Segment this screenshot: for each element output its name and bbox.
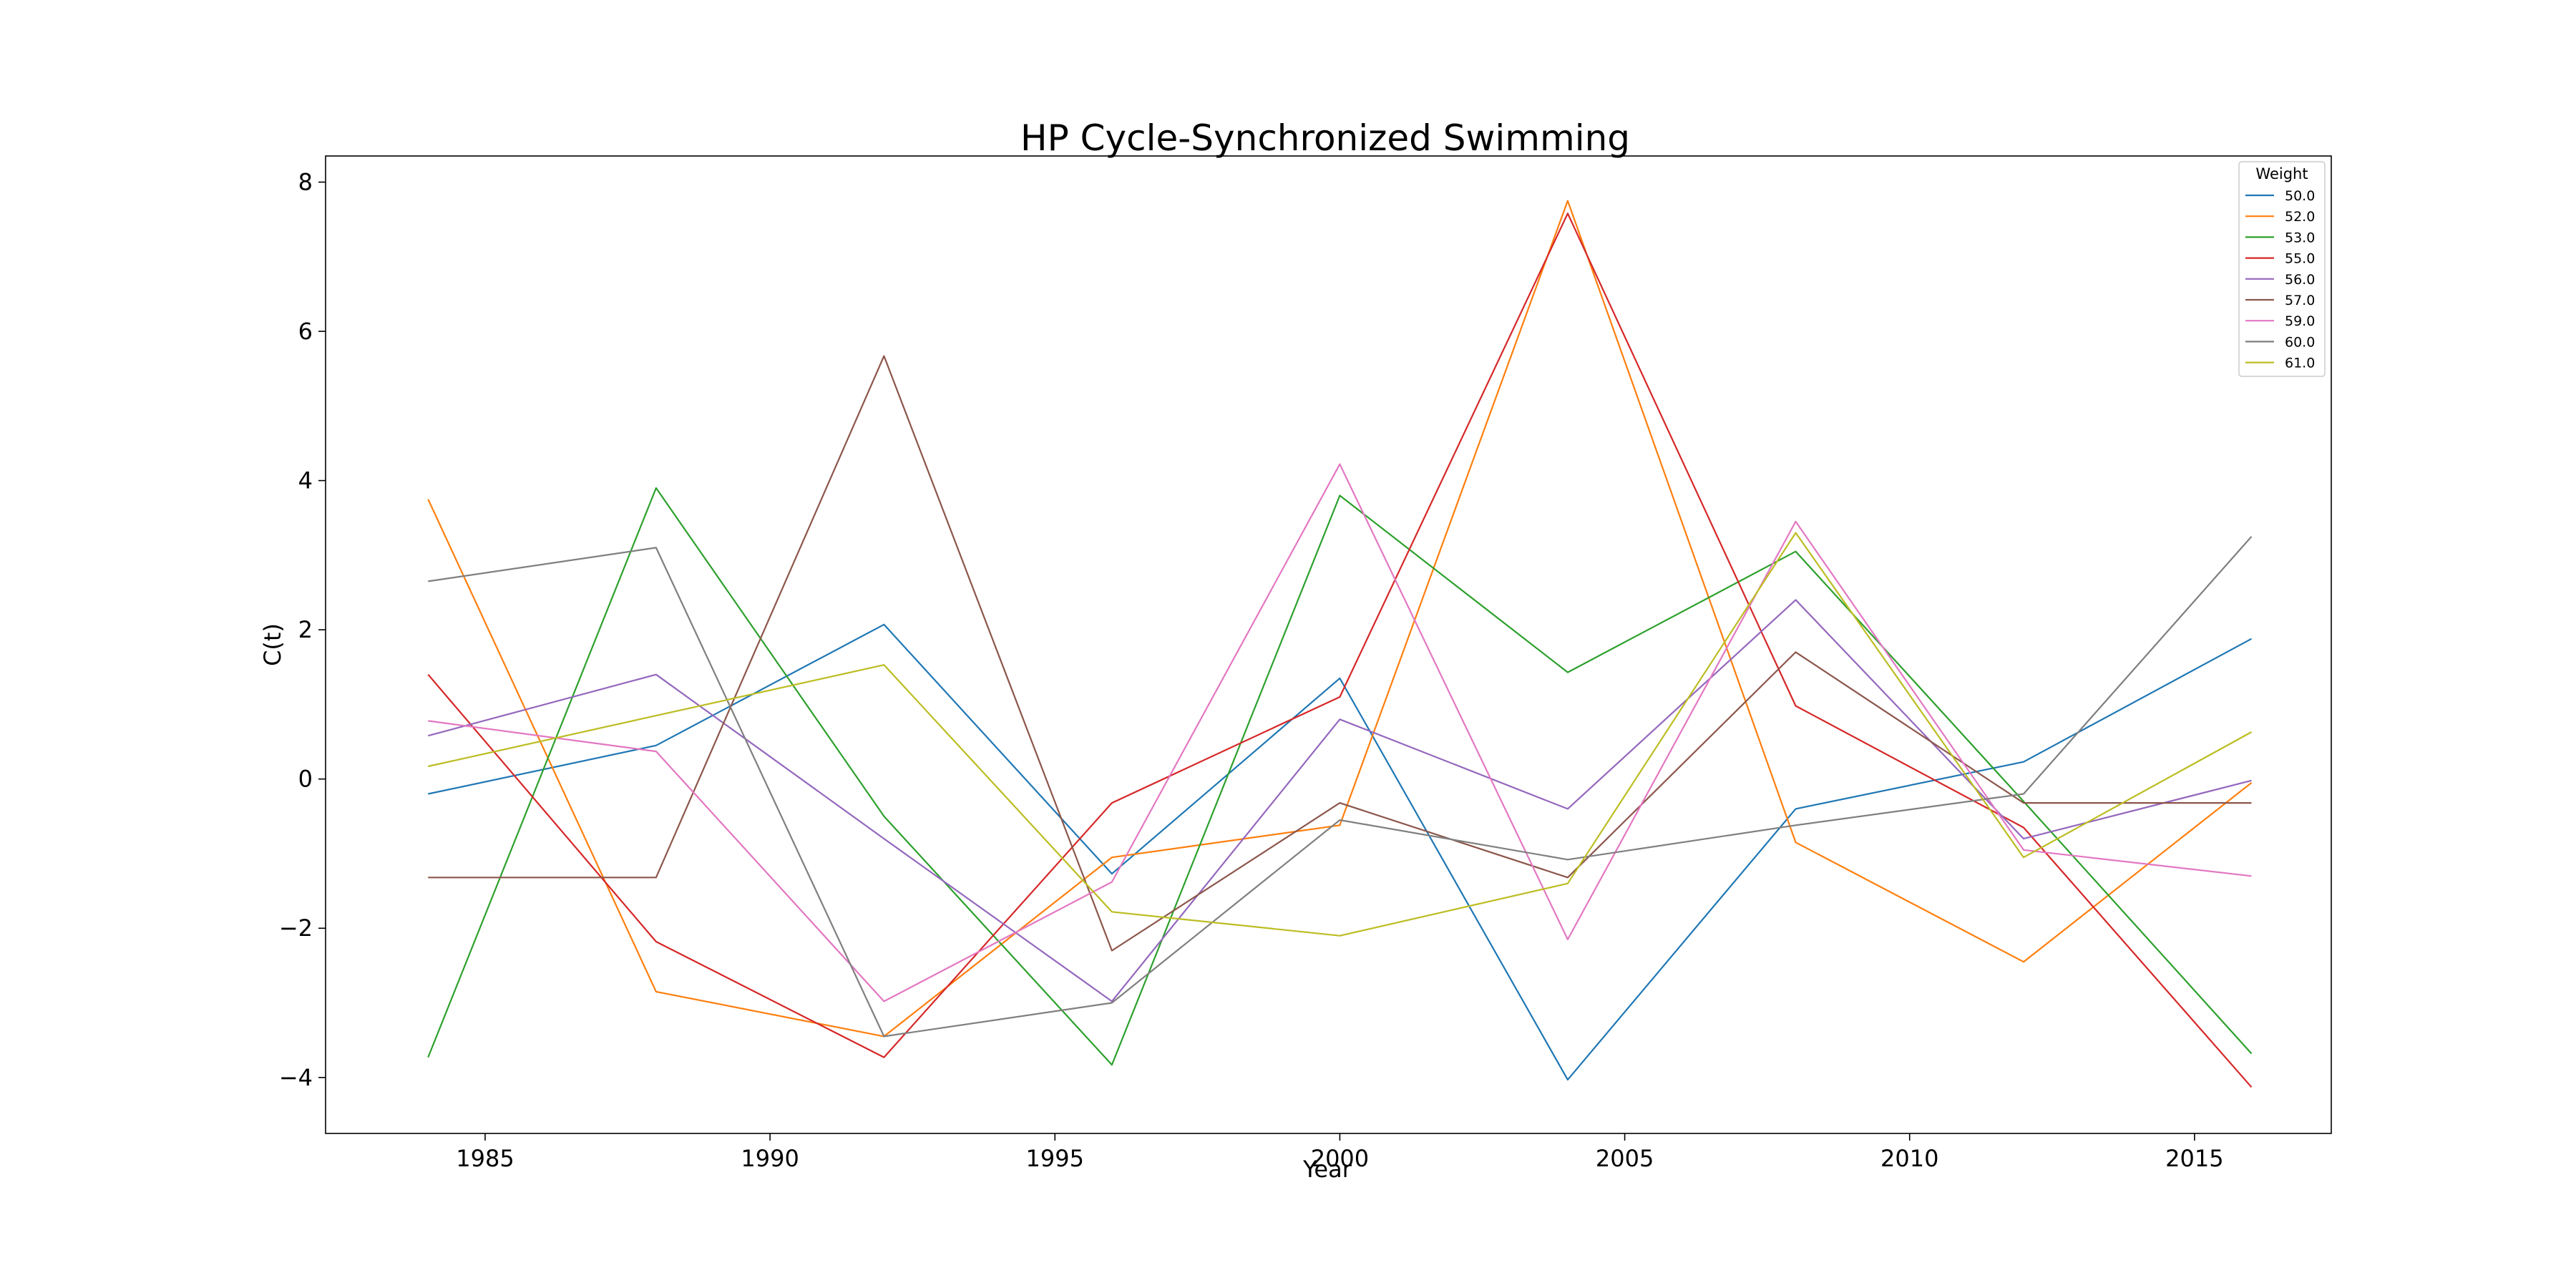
- chart-title: HP Cycle-Synchronized Swimming: [1020, 117, 1630, 159]
- y-tick-label: −2: [279, 914, 313, 942]
- legend-label: 55.0: [2285, 251, 2315, 267]
- y-tick-label: 6: [298, 318, 313, 345]
- series-line-61-0: [428, 532, 2253, 937]
- x-tick-label: 2005: [1596, 1145, 1654, 1172]
- y-tick-label: 4: [298, 467, 313, 494]
- x-tick-label: 1990: [741, 1145, 799, 1172]
- plot-frame: [325, 155, 2332, 1134]
- series-line-56-0: [428, 599, 2252, 1002]
- legend-label: 53.0: [2285, 230, 2315, 245]
- plot-area: [427, 200, 2253, 1088]
- legend-label: 60.0: [2285, 334, 2315, 350]
- y-tick-label: −4: [279, 1064, 313, 1091]
- legend-label: 52.0: [2285, 209, 2315, 225]
- legend-title: Weight: [2255, 165, 2308, 182]
- x-tick-label: 2010: [1880, 1145, 1938, 1172]
- legend-box: [2238, 161, 2326, 377]
- y-axis: −4 −2 0 2 4 6 8: [279, 168, 326, 1091]
- series-line-55-0: [427, 213, 2253, 1088]
- x-tick-label: 2015: [2165, 1145, 2223, 1172]
- x-tick-label: 2000: [1311, 1145, 1369, 1172]
- y-tick-label: 0: [298, 766, 313, 793]
- legend-label: 50.0: [2285, 188, 2315, 204]
- series-line-57-0: [428, 355, 2252, 952]
- x-axis: 1985 1990 1995 2000 2005 2010 2015: [456, 1133, 2224, 1172]
- legend: Weight 50.0 52.0 53.0 55.0 56.0 57.0 59.0 60.0 6…: [2238, 161, 2326, 377]
- series-line-60-0: [428, 536, 2253, 1038]
- series-line-59-0: [428, 463, 2252, 1002]
- legend-label: 57.0: [2285, 293, 2315, 308]
- legend-label: 56.0: [2285, 272, 2315, 288]
- legend-items: 50.0 52.0 53.0 55.0 56.0 57.0 59.0 60.0 61.0: [2245, 188, 2315, 371]
- series-line-53-0: [427, 487, 2253, 1066]
- series-line-52-0: [427, 200, 2253, 1038]
- x-tick-label: 1985: [456, 1145, 514, 1172]
- legend-label: 59.0: [2285, 313, 2315, 329]
- y-tick-label: 8: [298, 168, 313, 195]
- y-tick-label: 2: [298, 616, 313, 643]
- legend-label: 61.0: [2285, 356, 2315, 371]
- y-axis-label: C(t): [259, 623, 286, 666]
- x-axis-label: Year: [1302, 1156, 1352, 1183]
- x-tick-label: 1995: [1026, 1145, 1084, 1172]
- series-line-50-0: [428, 623, 2253, 1081]
